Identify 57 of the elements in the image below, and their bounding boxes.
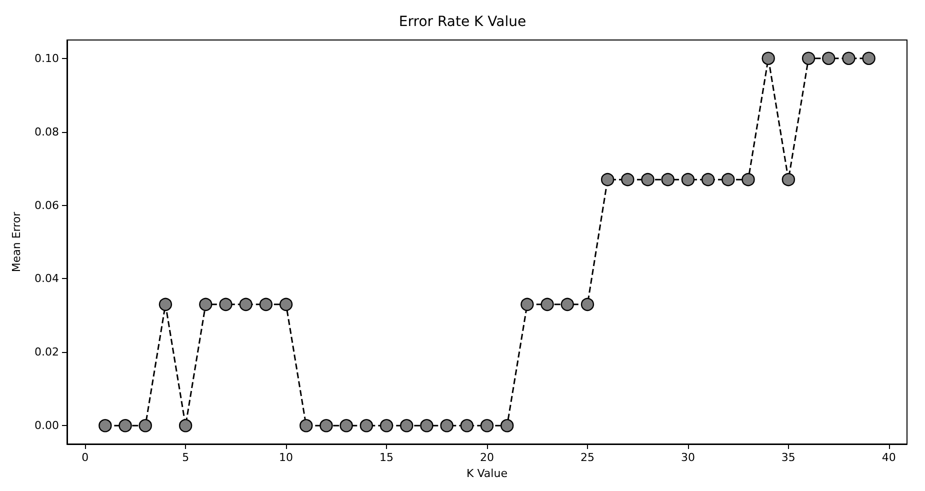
point bbox=[842, 52, 856, 65]
point bbox=[259, 298, 273, 312]
point bbox=[621, 172, 634, 186]
point bbox=[762, 52, 775, 65]
y-tick-label: 0.02 bbox=[34, 346, 59, 359]
y-tick-label: 0.00 bbox=[34, 419, 59, 432]
x-tick-label: 10 bbox=[279, 451, 294, 464]
x-tick-label: 40 bbox=[882, 451, 896, 464]
point bbox=[722, 172, 735, 186]
point bbox=[520, 298, 534, 312]
point bbox=[420, 419, 434, 432]
chart-title: Error Rate K Value bbox=[398, 14, 526, 30]
point bbox=[320, 419, 333, 432]
point bbox=[681, 172, 695, 186]
point bbox=[802, 52, 816, 65]
point bbox=[219, 298, 232, 312]
point bbox=[742, 172, 755, 186]
point bbox=[360, 419, 374, 432]
y-axis-title: Mean Error bbox=[10, 211, 23, 272]
x-tick-label: 15 bbox=[380, 451, 394, 464]
x-tick-label: 0 bbox=[82, 451, 89, 464]
point bbox=[440, 419, 454, 432]
point bbox=[340, 419, 353, 432]
point bbox=[500, 419, 514, 432]
point bbox=[641, 172, 654, 186]
point bbox=[199, 298, 212, 312]
point bbox=[701, 172, 715, 186]
point bbox=[400, 419, 414, 432]
point bbox=[540, 298, 554, 312]
point bbox=[580, 298, 594, 312]
point bbox=[480, 419, 494, 432]
point bbox=[460, 419, 474, 432]
point bbox=[862, 52, 876, 65]
y-tick-label: 0.04 bbox=[34, 272, 59, 286]
point bbox=[380, 419, 394, 432]
y-tick-label: 0.10 bbox=[34, 52, 59, 65]
y-tick-label: 0.08 bbox=[34, 125, 59, 138]
x-tick-label: 5 bbox=[182, 451, 190, 464]
point bbox=[600, 172, 614, 186]
point bbox=[279, 298, 293, 312]
x-tick-label: 25 bbox=[580, 451, 594, 464]
point bbox=[239, 298, 252, 312]
point bbox=[118, 419, 132, 432]
point bbox=[158, 298, 172, 312]
point bbox=[560, 298, 574, 312]
point bbox=[98, 419, 112, 432]
point bbox=[138, 419, 152, 432]
y-tick-label: 0.06 bbox=[34, 198, 59, 212]
point bbox=[822, 52, 836, 65]
point bbox=[661, 172, 674, 186]
x-axis-title: K Value bbox=[466, 466, 508, 480]
x-tick-label: 35 bbox=[781, 451, 796, 464]
point bbox=[178, 419, 192, 432]
point bbox=[782, 172, 796, 186]
x-tick-label: 20 bbox=[480, 451, 494, 464]
point bbox=[300, 419, 313, 432]
x-tick-label: 30 bbox=[680, 451, 695, 464]
